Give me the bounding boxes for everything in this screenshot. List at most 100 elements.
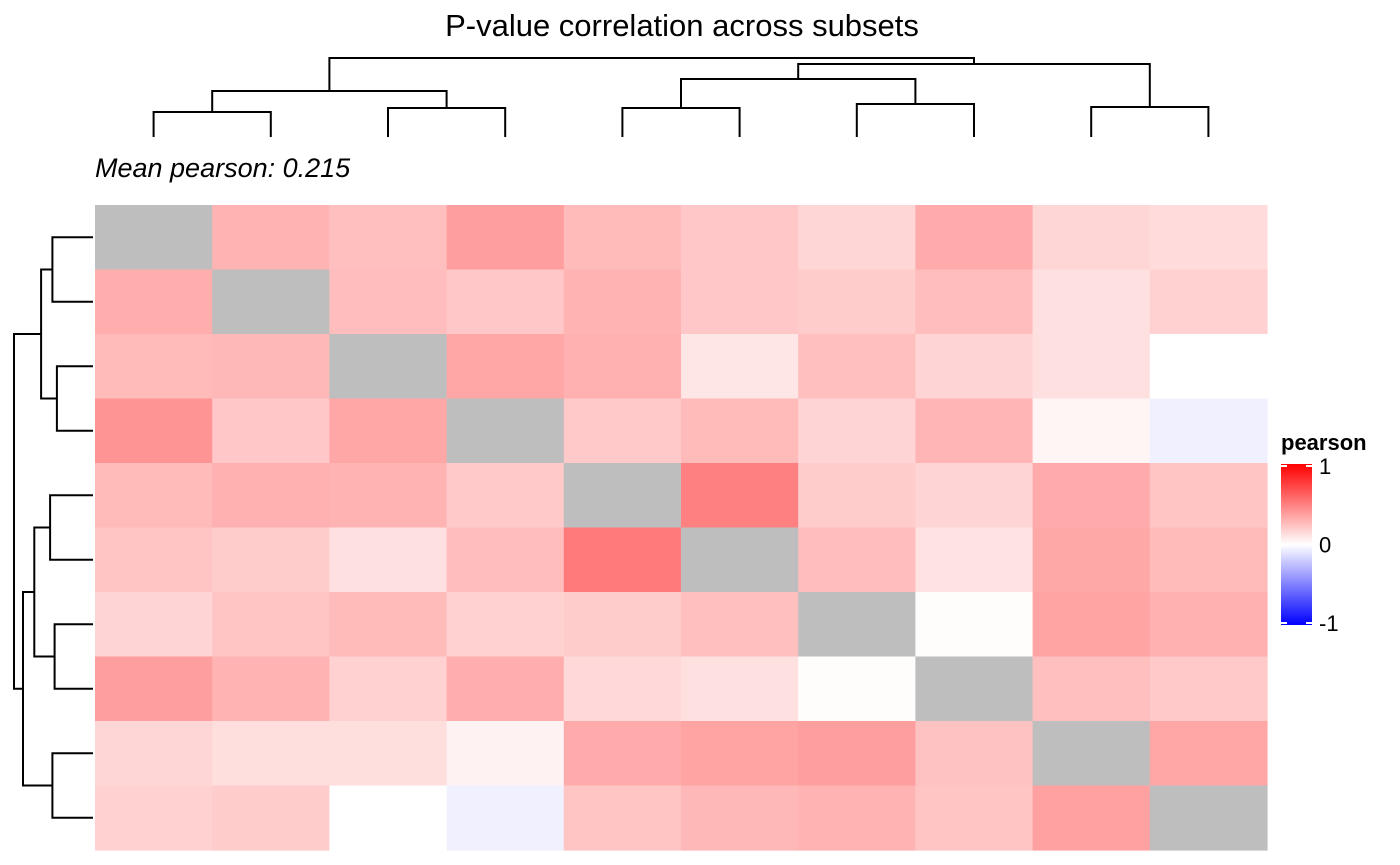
heatmap-cell [329,656,448,722]
heatmap-cell [915,398,1034,464]
heatmap-cell [1149,527,1268,593]
heatmap-cell [212,269,330,335]
dendrogram-branch [51,236,93,303]
heatmap-cell [329,527,448,593]
heatmap-cell [681,592,799,658]
heatmap-cell [915,269,1034,335]
heatmap-cell [1149,269,1268,335]
heatmap-cell [915,527,1034,593]
heatmap-cell [798,592,916,658]
dendrogram-branch [387,107,507,137]
heatmap-cell [95,721,213,787]
heatmap-cell [1032,785,1151,851]
heatmap-cell [1149,334,1268,400]
heatmap-cell [446,721,565,787]
heatmap-cell [446,398,565,464]
heatmap-cell [681,785,799,851]
dendrogram-branch [40,268,57,400]
heatmap-cell [212,527,330,593]
heatmap-cell [563,592,682,658]
heatmap-cell [563,205,682,271]
heatmap-cell [563,527,682,593]
heatmap-cell [1149,656,1268,722]
heatmap-cell [563,463,682,529]
heatmap-cell [681,398,799,464]
heatmap-cell [798,269,916,335]
heatmap-cell [915,785,1034,851]
heatmap-cell [1032,463,1151,529]
heatmap-cell [681,205,799,271]
heatmap-cell [329,334,448,400]
dendrogram-branch [49,494,93,561]
dendrogram-branch [51,752,93,819]
heatmap-cell [563,398,682,464]
heatmap-cell [798,334,916,400]
dendrogram-branch [33,526,55,658]
heatmap-cell [95,592,213,658]
chart-title: P-value correlation across subsets [445,8,919,43]
heatmap-cell [563,721,682,787]
heatmap-cell [1149,463,1268,529]
dendrogram-branch [13,333,42,690]
dendrogram-branch [22,591,53,787]
heatmap-cell [1149,592,1268,658]
heatmap-cell [681,463,799,529]
heatmap-cell [798,398,916,464]
heatmap-cell [915,656,1034,722]
heatmap-cell [446,205,565,271]
heatmap-cell [798,721,916,787]
heatmap-cell [446,785,565,851]
heatmap-cell [563,785,682,851]
heatmap-cell [1032,398,1151,464]
dendrogram-branch [1090,106,1210,137]
heatmap-cell [446,463,565,529]
heatmap-cell [681,269,799,335]
dendrogram-branch [53,623,93,690]
legend-ticks: 1 0 -1 [1281,454,1339,636]
color-legend: pearson 1 0 -1 [1281,430,1367,636]
heatmap-cell [563,656,682,722]
dendrogram-branch [328,57,975,91]
heatmap-cell [95,269,213,335]
heatmap-cell [681,656,799,722]
heatmap-cell [329,463,448,529]
legend-tick-label: 1 [1319,454,1331,479]
heatmap-cell [212,656,330,722]
heatmap-cell [95,463,213,529]
heatmap-cell [1032,334,1151,400]
heatmap-cell [915,334,1034,400]
heatmap-cell [212,463,330,529]
heatmap-cell [798,785,916,851]
dendrogram-branch [855,103,975,137]
heatmap-cell [1149,398,1268,464]
row-dendrogram [13,236,93,819]
heatmap-cell [95,398,213,464]
heatmap-cell [212,785,330,851]
heatmap-cell [798,463,916,529]
dendrogram-branch [797,63,1151,107]
heatmap-cell [1149,785,1268,851]
heatmap-cell [329,269,448,335]
heatmap-cell [798,656,916,722]
heatmap-cell [446,527,565,593]
heatmap-cell [563,269,682,335]
column-dendrogram [152,57,1210,137]
heatmap-cell [681,721,799,787]
heatmap-cell [1032,656,1151,722]
heatmap-cell [212,592,330,658]
heatmap-cell [95,785,213,851]
heatmap-cell [1032,592,1151,658]
heatmap-cell [95,334,213,400]
heatmap-cell [1032,205,1151,271]
dendrogram-branch [621,107,741,137]
heatmap-cell [681,527,799,593]
heatmap-cell [212,398,330,464]
heatmap-cell [212,205,330,271]
heatmap-cell [915,592,1034,658]
dendrogram-branch [55,365,93,432]
heatmap-cell [446,656,565,722]
heatmap-cell [1032,269,1151,335]
legend-tick-label: 0 [1319,533,1331,558]
heatmap-cell [915,721,1034,787]
